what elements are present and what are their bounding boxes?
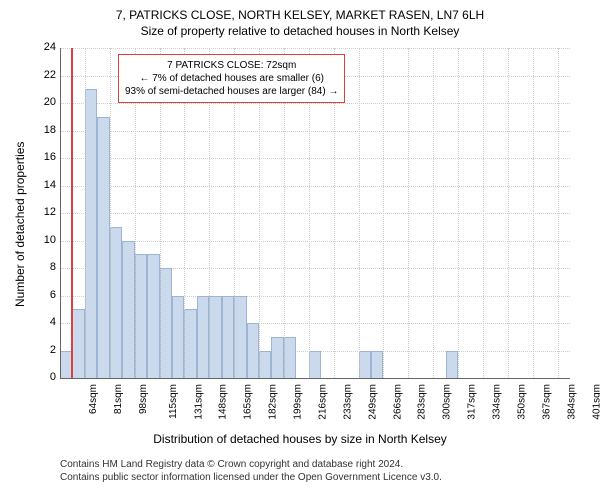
title-block: 7, PATRICKS CLOSE, NORTH KELSEY, MARKET … <box>0 0 600 38</box>
histogram-bar <box>234 296 246 379</box>
histogram-bar <box>97 117 109 378</box>
x-tick-label: 64sqm <box>88 384 99 414</box>
annotation-line: ← 7% of detached houses are smaller (6) <box>125 72 338 85</box>
gridline-v <box>433 48 434 378</box>
gridline-v <box>558 48 559 378</box>
histogram-bar <box>160 268 172 378</box>
property-marker-line <box>71 48 73 378</box>
annotation-box: 7 PATRICKS CLOSE: 72sqm← 7% of detached … <box>118 54 345 103</box>
histogram-bar <box>110 227 122 378</box>
x-tick-label: 249sqm <box>367 384 378 420</box>
y-axis-label: Number of detached properties <box>13 127 27 307</box>
x-tick-label: 350sqm <box>517 384 528 420</box>
y-tick-label: 8 <box>32 261 56 273</box>
x-tick-label: 233sqm <box>342 384 353 420</box>
gridline-v <box>359 48 360 378</box>
y-tick-label: 4 <box>32 316 56 328</box>
annotation-line: 93% of semi-detached houses are larger (… <box>125 85 338 98</box>
gridline-h <box>60 48 570 49</box>
plot-area: 02468101214161820222464sqm81sqm98sqm115s… <box>60 48 570 378</box>
x-axis-label: Distribution of detached houses by size … <box>0 432 600 446</box>
x-tick-label: 131sqm <box>193 384 204 420</box>
gridline-v <box>383 48 384 378</box>
histogram-bar <box>309 351 321 379</box>
gridline-h <box>60 103 570 104</box>
histogram-bar <box>446 351 458 379</box>
histogram-bar <box>122 241 134 379</box>
histogram-bar <box>197 296 209 379</box>
gridline-v <box>458 48 459 378</box>
histogram-bar <box>135 254 147 378</box>
histogram-bar <box>172 296 184 379</box>
x-tick-label: 216sqm <box>317 384 328 420</box>
x-tick-label: 401sqm <box>591 384 600 420</box>
gridline-v <box>110 48 111 378</box>
histogram-bar <box>209 296 221 379</box>
y-tick-label: 2 <box>32 344 56 356</box>
x-axis-line <box>60 378 570 379</box>
histogram-bar <box>247 323 259 378</box>
gridline-h <box>60 241 570 242</box>
x-tick-label: 115sqm <box>167 384 178 419</box>
x-tick-label: 98sqm <box>138 384 149 414</box>
gridline-h <box>60 186 570 187</box>
histogram-bar <box>284 337 296 378</box>
annotation-line: 7 PATRICKS CLOSE: 72sqm <box>125 59 338 72</box>
histogram-bar <box>184 309 196 378</box>
histogram-bar <box>259 351 271 379</box>
y-tick-label: 22 <box>32 69 56 81</box>
y-tick-label: 18 <box>32 124 56 136</box>
gridline-v <box>483 48 484 378</box>
y-tick-label: 20 <box>32 96 56 108</box>
attribution-line-1: Contains HM Land Registry data © Crown c… <box>60 458 442 471</box>
x-tick-label: 165sqm <box>243 384 254 420</box>
histogram-bar <box>359 351 371 379</box>
gridline-v <box>85 48 86 378</box>
x-tick-label: 283sqm <box>417 384 428 420</box>
y-tick-label: 10 <box>32 234 56 246</box>
histogram-bar <box>147 254 159 378</box>
gridline-v <box>508 48 509 378</box>
x-tick-label: 334sqm <box>492 384 503 420</box>
histogram-bar <box>222 296 234 379</box>
histogram-bar <box>371 351 383 379</box>
y-tick-label: 0 <box>32 371 56 383</box>
x-tick-label: 148sqm <box>218 384 229 420</box>
gridline-h <box>60 213 570 214</box>
x-tick-label: 81sqm <box>113 384 124 414</box>
chart-title-sub: Size of property relative to detached ho… <box>0 24 600 38</box>
gridline-v <box>533 48 534 378</box>
x-tick-label: 367sqm <box>541 384 552 420</box>
y-tick-label: 12 <box>32 206 56 218</box>
histogram-bar <box>271 337 283 378</box>
y-tick-label: 24 <box>32 41 56 53</box>
x-tick-label: 182sqm <box>268 384 279 420</box>
chart-container: 7, PATRICKS CLOSE, NORTH KELSEY, MARKET … <box>0 0 600 500</box>
y-tick-label: 16 <box>32 151 56 163</box>
gridline-h <box>60 131 570 132</box>
x-tick-label: 266sqm <box>392 384 403 420</box>
attribution-text: Contains HM Land Registry data © Crown c… <box>60 458 442 484</box>
y-tick-label: 6 <box>32 289 56 301</box>
gridline-v <box>408 48 409 378</box>
histogram-bar <box>72 309 84 378</box>
gridline-h <box>60 158 570 159</box>
x-tick-label: 317sqm <box>467 384 478 420</box>
x-tick-label: 199sqm <box>293 384 304 420</box>
y-tick-label: 14 <box>32 179 56 191</box>
y-axis-line <box>60 48 61 378</box>
x-tick-label: 384sqm <box>566 384 577 420</box>
chart-title-main: 7, PATRICKS CLOSE, NORTH KELSEY, MARKET … <box>0 8 600 22</box>
x-tick-label: 300sqm <box>442 384 453 420</box>
histogram-bar <box>85 89 97 378</box>
attribution-line-2: Contains public sector information licen… <box>60 471 442 484</box>
